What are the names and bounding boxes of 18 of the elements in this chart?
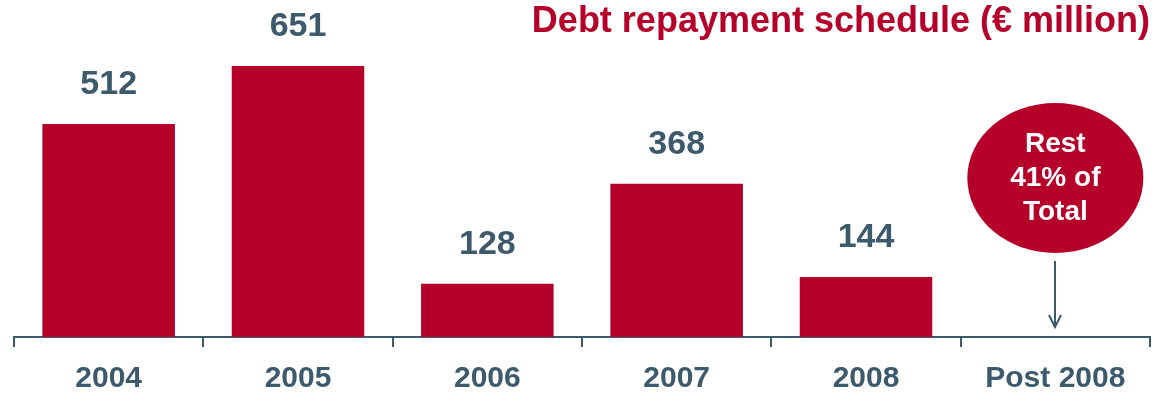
data-label: 144 [837,216,895,255]
x-tick-label: 2006 [453,360,521,394]
data-label: 651 [269,5,327,44]
bar [799,277,933,337]
x-tick-label: Post 2008 [985,360,1126,394]
bar [231,66,365,337]
x-tick-label: 2007 [643,360,711,394]
x-tick-label: 2008 [832,360,900,394]
data-label: 368 [648,123,706,162]
bar [421,283,554,337]
x-tick-label: 2004 [75,360,143,394]
x-tick-label: 2005 [264,360,332,394]
bar [610,183,743,337]
data-label: 512 [80,63,138,102]
bar [42,123,175,337]
data-label: 128 [458,223,516,262]
annotation: Rest 41% of Total [1010,126,1102,226]
chart-title: Debt repayment schedule (€ million) [531,0,1150,40]
